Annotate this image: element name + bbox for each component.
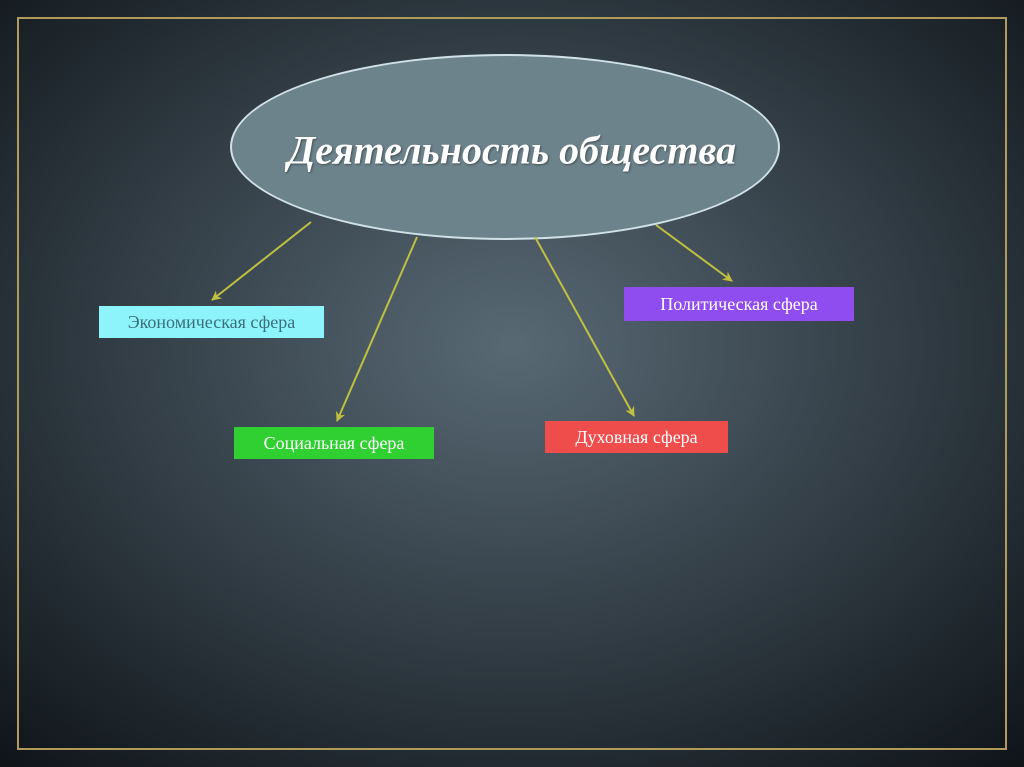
slide-stage: Деятельность общества Экономическая сфер… xyxy=(0,0,1024,767)
box-social: Социальная сфера xyxy=(234,427,434,459)
box-political: Политическая сфера xyxy=(624,287,854,321)
box-label-spiritual: Духовная сфера xyxy=(575,427,697,448)
box-label-social: Социальная сфера xyxy=(264,433,405,454)
box-label-economic: Экономическая сфера xyxy=(128,312,296,333)
box-label-political: Политическая сфера xyxy=(660,294,817,315)
diagram-title: Деятельность общества xyxy=(288,127,736,174)
box-spiritual: Духовная сфера xyxy=(545,421,728,453)
box-economic: Экономическая сфера xyxy=(99,306,324,338)
